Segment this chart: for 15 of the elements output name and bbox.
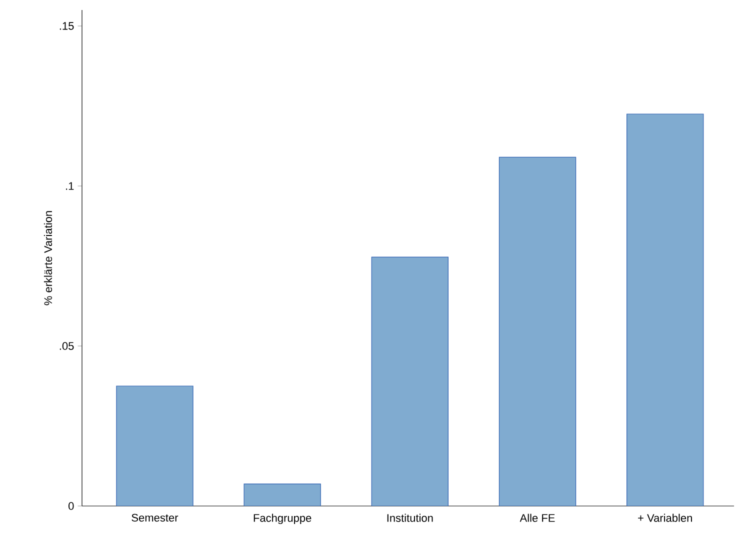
y-axis-title: % erklärte Variation [44,211,52,306]
y-tick-label: .05 [60,342,74,350]
x-tick-label: Fachgruppe [254,514,312,524]
y-tick-label: .1 [66,182,74,190]
y-tick-label: 0 [68,502,74,510]
x-tick-label: Institution [387,514,433,522]
x-tick-label: Semester [132,514,178,522]
bar [626,114,704,506]
bar [116,386,194,506]
bar [244,484,321,506]
x-tick-label: Alle FE [520,514,555,522]
bar [371,256,448,506]
y-tick-label: .15 [60,22,74,30]
x-tick-label: + Variablen [638,514,692,522]
bar [498,156,576,506]
